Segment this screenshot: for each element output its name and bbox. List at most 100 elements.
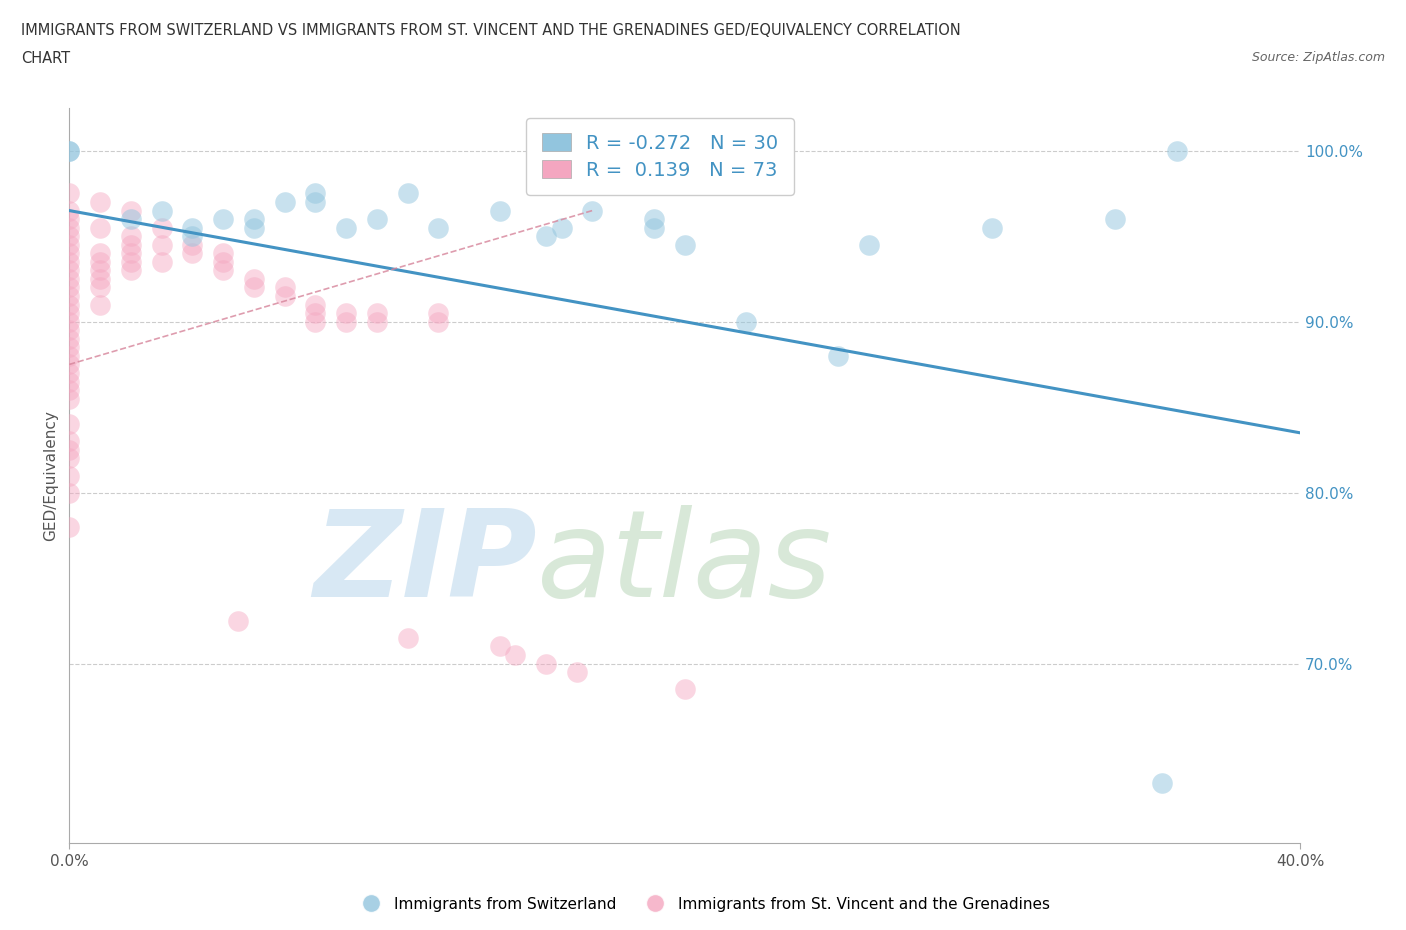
Point: [58, 374, 80, 389]
Point: [1104, 212, 1126, 227]
Point: [150, 220, 173, 235]
Point: [89, 194, 111, 209]
Point: [58, 468, 80, 483]
Point: [58, 519, 80, 534]
Point: [58, 203, 80, 218]
Point: [89, 272, 111, 286]
Point: [58, 288, 80, 303]
Text: CHART: CHART: [21, 51, 70, 66]
Point: [58, 331, 80, 346]
Point: [427, 306, 450, 321]
Legend: Immigrants from Switzerland, Immigrants from St. Vincent and the Grenadines: Immigrants from Switzerland, Immigrants …: [350, 891, 1056, 918]
Point: [673, 237, 696, 252]
Point: [150, 255, 173, 270]
Point: [212, 246, 235, 260]
Point: [58, 357, 80, 372]
Text: IMMIGRANTS FROM SWITZERLAND VS IMMIGRANTS FROM ST. VINCENT AND THE GRENADINES GE: IMMIGRANTS FROM SWITZERLAND VS IMMIGRANT…: [21, 23, 960, 38]
Point: [58, 339, 80, 354]
Point: [58, 417, 80, 432]
Point: [489, 639, 512, 654]
Point: [366, 306, 388, 321]
Point: [120, 237, 142, 252]
Point: [89, 263, 111, 278]
Y-axis label: GED/Equivalency: GED/Equivalency: [44, 410, 58, 541]
Point: [581, 203, 603, 218]
Point: [58, 237, 80, 252]
Point: [273, 194, 295, 209]
Point: [489, 203, 512, 218]
Point: [304, 314, 326, 329]
Point: [181, 246, 204, 260]
Point: [58, 451, 80, 466]
Point: [58, 365, 80, 380]
Point: [981, 220, 1004, 235]
Point: [396, 631, 419, 645]
Point: [58, 143, 80, 158]
Point: [243, 280, 266, 295]
Point: [643, 212, 665, 227]
Point: [58, 229, 80, 244]
Point: [505, 647, 527, 662]
Point: [58, 434, 80, 449]
Point: [243, 272, 266, 286]
Point: [304, 194, 326, 209]
Point: [427, 220, 450, 235]
Point: [58, 263, 80, 278]
Point: [58, 392, 80, 406]
Legend: R = -0.272   N = 30, R =  0.139   N = 73: R = -0.272 N = 30, R = 0.139 N = 73: [526, 118, 794, 195]
Point: [120, 255, 142, 270]
Point: [150, 237, 173, 252]
Point: [58, 349, 80, 364]
Point: [212, 263, 235, 278]
Point: [273, 288, 295, 303]
Point: [58, 443, 80, 458]
Point: [396, 186, 419, 201]
Point: [120, 246, 142, 260]
Point: [150, 203, 173, 218]
Point: [58, 306, 80, 321]
Point: [89, 220, 111, 235]
Point: [335, 306, 357, 321]
Point: [89, 246, 111, 260]
Point: [243, 220, 266, 235]
Point: [58, 143, 80, 158]
Point: [534, 657, 557, 671]
Point: [304, 298, 326, 312]
Point: [304, 306, 326, 321]
Point: [181, 237, 204, 252]
Point: [58, 255, 80, 270]
Point: [827, 349, 849, 364]
Point: [89, 280, 111, 295]
Point: [58, 272, 80, 286]
Point: [643, 220, 665, 235]
Point: [735, 314, 758, 329]
Text: atlas: atlas: [537, 505, 832, 622]
Point: [673, 682, 696, 697]
Point: [212, 212, 235, 227]
Point: [1166, 143, 1188, 158]
Point: [89, 255, 111, 270]
Point: [366, 212, 388, 227]
Point: [550, 220, 572, 235]
Point: [58, 212, 80, 227]
Point: [228, 614, 250, 629]
Point: [565, 665, 588, 680]
Point: [1150, 776, 1173, 790]
Point: [858, 237, 880, 252]
Point: [181, 229, 204, 244]
Point: [58, 186, 80, 201]
Point: [58, 246, 80, 260]
Point: [120, 263, 142, 278]
Point: [335, 220, 357, 235]
Point: [58, 280, 80, 295]
Point: [58, 382, 80, 397]
Point: [58, 485, 80, 500]
Point: [58, 323, 80, 338]
Point: [120, 229, 142, 244]
Point: [89, 298, 111, 312]
Point: [243, 212, 266, 227]
Point: [181, 220, 204, 235]
Point: [366, 314, 388, 329]
Point: [273, 280, 295, 295]
Text: Source: ZipAtlas.com: Source: ZipAtlas.com: [1251, 51, 1385, 64]
